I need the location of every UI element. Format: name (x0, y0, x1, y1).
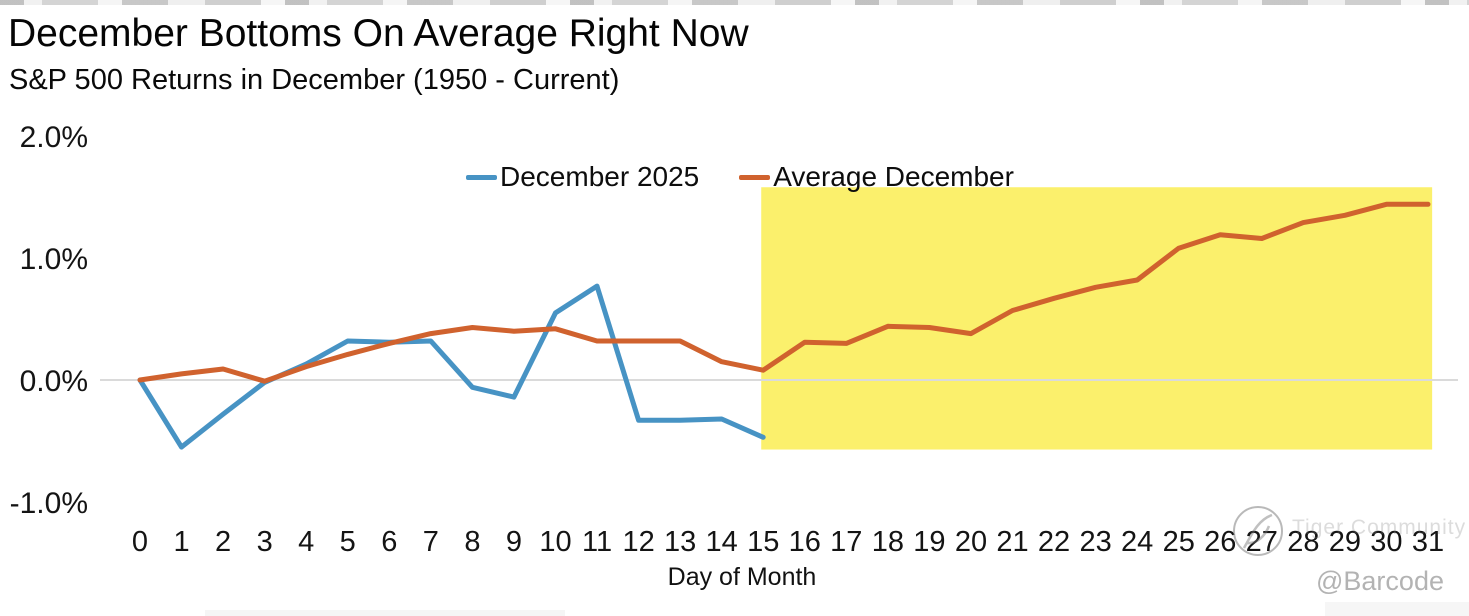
x-tick-label: 3 (257, 526, 273, 558)
x-tick-label: 10 (539, 526, 571, 558)
page-title: December Bottoms On Average Right Now (8, 12, 749, 55)
watermark-community-text: Tiger Community (1292, 516, 1467, 539)
x-tick-label: 25 (1163, 526, 1195, 558)
x-tick-label: 8 (464, 526, 480, 558)
x-tick-label: 13 (664, 526, 696, 558)
x-tick-label: 21 (996, 526, 1028, 558)
x-tick-label: 7 (423, 526, 439, 558)
x-tick-label: 11 (582, 526, 612, 558)
legend-label-average-december: Average December (773, 161, 1014, 192)
watermark-handle-text: @Barcode (1316, 566, 1444, 596)
x-tick-label: 24 (1121, 526, 1153, 558)
cropped-text-smudge (1325, 602, 1469, 616)
legend-item-december-2025: December 2025 (466, 161, 699, 193)
y-tick-label: -1.0% (10, 487, 88, 520)
x-tick-label: 23 (1079, 526, 1111, 558)
x-tick-label: 6 (381, 526, 397, 558)
x-tick-label: 15 (747, 526, 779, 558)
y-tick-label: 1.0% (20, 243, 88, 276)
x-tick-label: 14 (706, 526, 738, 558)
x-tick-label: 20 (955, 526, 987, 558)
x-tick-label: 31 (1412, 526, 1444, 558)
legend-label-december-2025: December 2025 (500, 161, 700, 192)
x-axis-title: Day of Month (667, 563, 817, 591)
x-tick-label: 29 (1329, 526, 1361, 558)
x-tick-label: 12 (622, 526, 654, 558)
y-tick-label: 2.0% (20, 121, 88, 154)
legend-item-average-december: Average December (739, 161, 1014, 193)
x-tick-label: 4 (298, 526, 314, 558)
x-tick-label: 22 (1038, 526, 1070, 558)
page-subtitle: S&P 500 Returns in December (1950 - Curr… (9, 64, 620, 96)
cropped-text-strip (0, 0, 1469, 5)
x-tick-label: 16 (789, 526, 821, 558)
watermark-logo-circle-icon (1233, 506, 1283, 556)
x-tick-label: 30 (1370, 526, 1402, 558)
x-tick-label: 19 (913, 526, 945, 558)
x-tick-label: 17 (830, 526, 862, 558)
watermark-logo-doodle-icon (1242, 513, 1273, 549)
cropped-text-smudge (205, 610, 565, 616)
y-tick-label: 0.0% (20, 365, 88, 398)
x-tick-label: 2 (215, 526, 231, 558)
x-tick-label: 9 (506, 526, 522, 558)
x-tick-label: 18 (872, 526, 904, 558)
x-tick-label: 5 (340, 526, 356, 558)
series-line-december-2025 (137, 283, 766, 450)
chart-legend: December 2025 Average December (466, 161, 1014, 193)
x-tick-label: 1 (173, 526, 189, 558)
x-tick-label: 28 (1287, 526, 1319, 558)
x-tick-label: 27 (1246, 526, 1278, 558)
x-tick-label: 26 (1204, 526, 1236, 558)
legend-dash-december-2025-icon (466, 174, 497, 180)
forecast-highlight-region (761, 187, 1433, 450)
series-line-average-december (137, 201, 1431, 384)
x-tick-label: 0 (132, 526, 148, 558)
legend-dash-average-december-icon (739, 174, 771, 180)
